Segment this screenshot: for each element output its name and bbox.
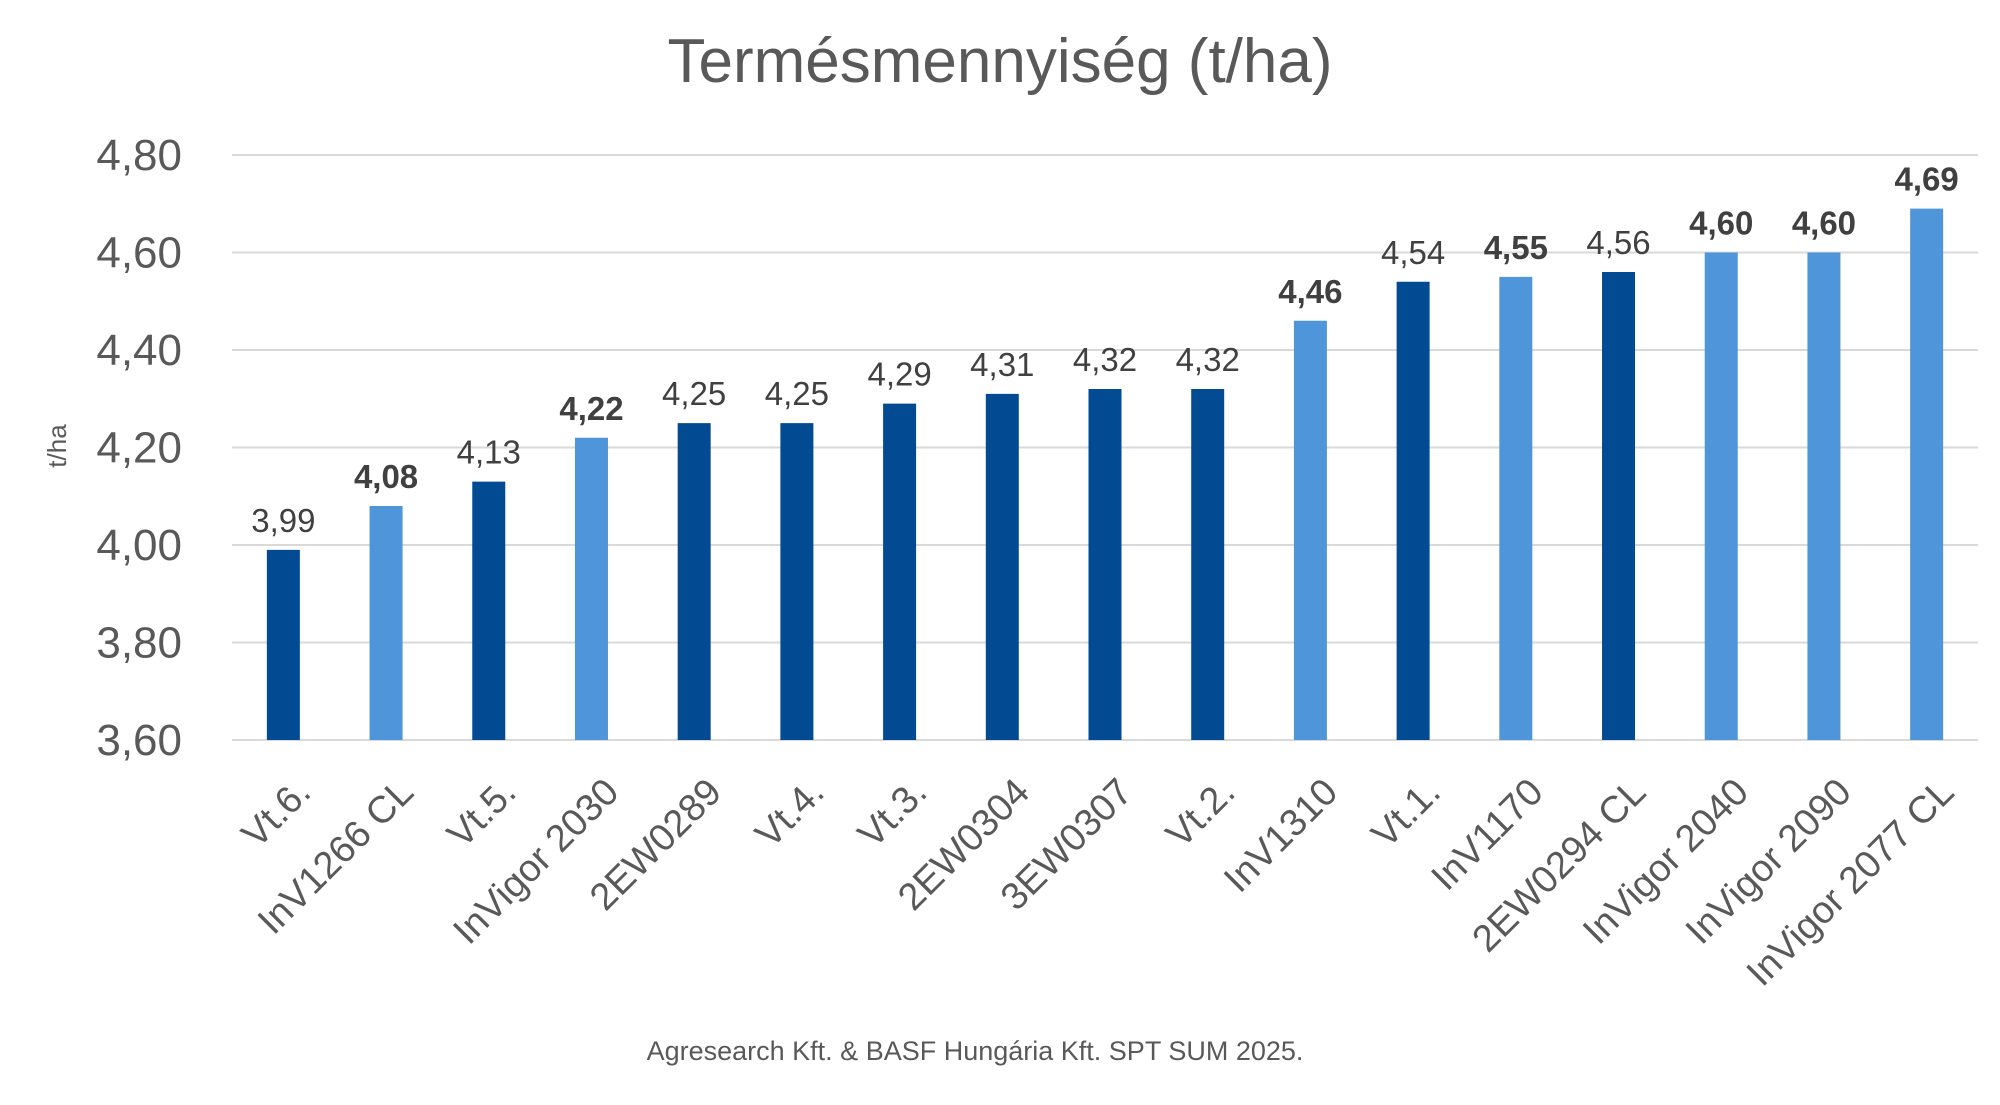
data-label: 4,25 — [662, 375, 726, 412]
x-tick-label: Vt.3. — [850, 771, 935, 856]
data-label: 4,22 — [559, 390, 623, 427]
bar — [1602, 272, 1636, 740]
bar — [1088, 389, 1122, 740]
data-label: 4,31 — [970, 346, 1034, 383]
data-label: 4,60 — [1792, 205, 1856, 242]
x-tick-label: Vt.5. — [440, 771, 525, 856]
data-label: 3,99 — [251, 502, 315, 539]
bar — [677, 423, 711, 740]
x-tick-label: Vt.2. — [1158, 771, 1243, 856]
bar — [780, 423, 814, 740]
bar — [1807, 252, 1841, 740]
x-tick-label: Vt.1. — [1364, 771, 1449, 856]
data-label: 4,56 — [1586, 224, 1650, 261]
data-label: 4,46 — [1278, 273, 1342, 310]
x-tick-label: Vt.6. — [234, 771, 319, 856]
y-tick-label: 4,00 — [96, 521, 182, 570]
bar — [1191, 389, 1225, 740]
bar — [1704, 252, 1738, 740]
data-label: 4,60 — [1689, 205, 1753, 242]
bar — [883, 403, 917, 740]
data-label: 4,69 — [1895, 161, 1959, 198]
bar — [574, 437, 608, 740]
y-tick-label: 4,80 — [96, 131, 182, 180]
bar — [1293, 320, 1327, 740]
y-axis-ticks: 3,60 3,80 4,00 4,20 4,40 4,60 4,80 — [96, 131, 182, 765]
y-tick-label: 4,20 — [96, 424, 182, 473]
bar — [266, 549, 300, 740]
data-label: 4,54 — [1381, 234, 1445, 271]
data-label: 4,32 — [1176, 341, 1240, 378]
y-tick-label: 4,40 — [96, 326, 182, 375]
x-tick-label: Vt.4. — [748, 771, 833, 856]
source-note: Agresearch Kft. & BASF Hungária Kft. SPT… — [647, 1036, 1304, 1066]
data-label: 4,29 — [867, 356, 931, 393]
bars — [266, 208, 1944, 740]
data-labels: 3,99 4,08 4,13 4,22 4,25 4,25 4,29 4,31 4,32 4,32… — [251, 161, 1959, 539]
bar — [985, 393, 1019, 740]
y-tick-label: 4,60 — [96, 229, 182, 278]
y-tick-label: 3,80 — [96, 619, 182, 668]
y-tick-label: 3,60 — [96, 716, 182, 765]
bar — [1396, 281, 1430, 740]
bar — [369, 506, 403, 740]
x-tick-label: InV1310 — [1216, 771, 1346, 901]
bar — [1499, 276, 1533, 740]
data-label: 4,08 — [354, 458, 418, 495]
y-axis-label: t/ha — [42, 424, 72, 468]
data-label: 4,13 — [457, 434, 521, 471]
data-label: 4,32 — [1073, 341, 1137, 378]
bar — [472, 481, 506, 740]
bar — [1910, 208, 1944, 740]
data-label: 4,55 — [1484, 229, 1548, 266]
data-label: 4,25 — [765, 375, 829, 412]
chart-title: Termésmennyiség (t/ha) — [667, 27, 1332, 96]
